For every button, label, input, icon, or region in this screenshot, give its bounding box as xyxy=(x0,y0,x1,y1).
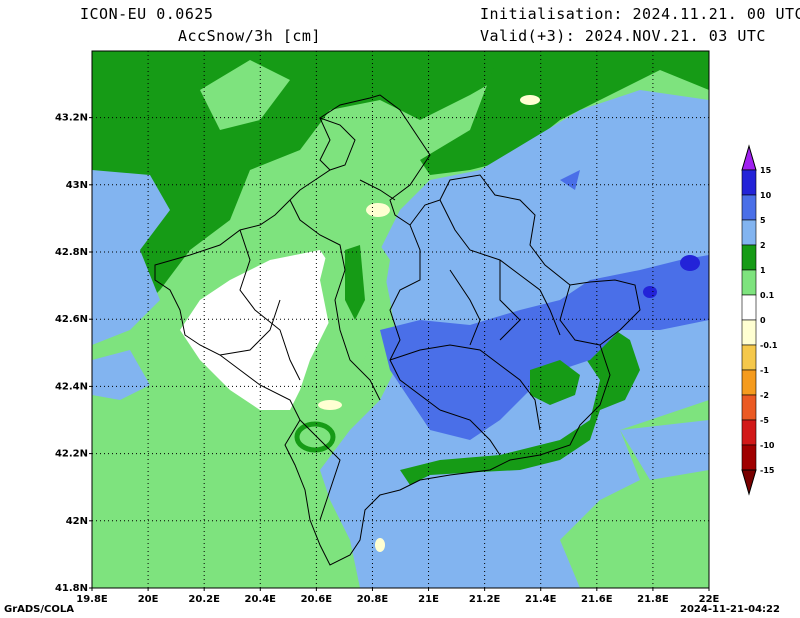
colorbar-label: -5 xyxy=(760,416,769,425)
field-dark-blue-spot-1 xyxy=(680,255,700,271)
colorbar-label: 0 xyxy=(760,316,766,325)
colorbar-segment xyxy=(741,394,757,421)
admin-borders xyxy=(154,94,641,566)
lat-label: 42.6N xyxy=(55,314,88,325)
colorbar-label: -2 xyxy=(760,391,769,400)
lon-label: 22E xyxy=(699,594,720,605)
field-dark-green-ne xyxy=(420,51,709,175)
colorbar-segment xyxy=(741,319,757,346)
border-11 xyxy=(299,419,341,521)
border-8 xyxy=(499,260,521,341)
field-green-south xyxy=(92,345,320,588)
field-dark-green-nw xyxy=(92,51,505,340)
lon-label: 21.2E xyxy=(469,594,501,605)
lon-label: 20.4E xyxy=(245,594,277,605)
colorbar-segment xyxy=(741,219,757,246)
colorbar-segment xyxy=(741,194,757,221)
valid-time: Valid(+3): 2024.NOV.21. 03 UTC xyxy=(480,27,766,45)
colorbar-label: 1 xyxy=(760,266,766,275)
lat-label: 42N xyxy=(66,516,88,527)
border-2 xyxy=(289,199,381,401)
lon-label: 20E xyxy=(138,594,159,605)
colorbar-segment xyxy=(741,169,757,196)
colorbar-label: -10 xyxy=(760,441,775,450)
border-6 xyxy=(439,409,501,456)
lat-label: 42.4N xyxy=(55,381,88,392)
colorbar-segment xyxy=(741,444,757,471)
snow-field xyxy=(92,51,709,588)
colorbar-segment xyxy=(741,294,757,321)
lat-label: 42.2N xyxy=(55,449,88,460)
lon-label: 21.6E xyxy=(581,594,613,605)
field-white-zero xyxy=(180,250,340,410)
border-9 xyxy=(319,117,331,171)
lon-label: 21E xyxy=(418,594,439,605)
lon-label: 21.8E xyxy=(637,594,669,605)
field-blue-se-strip xyxy=(620,420,709,480)
lon-label: 19.8E xyxy=(76,594,108,605)
colorbar-bottom-arrow xyxy=(741,469,757,496)
colorbar-label: 15 xyxy=(760,166,772,175)
colorbar-segment xyxy=(741,269,757,296)
lon-label: 20.8E xyxy=(357,594,389,605)
colorbar-segment xyxy=(741,419,757,446)
colorbar-segment xyxy=(741,369,757,396)
field-yellow-spot-1 xyxy=(366,203,390,217)
lon-label: 20.2E xyxy=(188,594,220,605)
colorbar: 15 10 5 2 1 0.1 0 -0.1 -1 -2 -5 -10 -15 xyxy=(741,144,778,496)
footer-left: GrADS/COLA xyxy=(4,604,74,615)
colorbar-top-arrow xyxy=(741,144,757,171)
border-7 xyxy=(449,269,481,346)
border-10 xyxy=(359,179,396,201)
colorbar-segment xyxy=(741,244,757,271)
border-5 xyxy=(389,344,541,431)
lat-label: 41.8N xyxy=(55,583,88,594)
colorbar-label: 5 xyxy=(760,216,766,225)
colorbar-label: -15 xyxy=(760,466,775,475)
field-title: AccSnow/3h [cm] xyxy=(178,27,321,45)
colorbar-label: 0.1 xyxy=(760,291,775,300)
border-1 xyxy=(239,229,301,381)
colorbar-label: 10 xyxy=(760,191,772,200)
init-time: Initialisation: 2024.11.21. 00 UTC xyxy=(480,5,800,23)
colorbar-label: 2 xyxy=(760,241,766,250)
lon-label: 20.6E xyxy=(301,594,333,605)
field-dark-green-band xyxy=(400,320,640,485)
field-blue-west xyxy=(92,170,170,345)
lat-label: 43N xyxy=(66,180,88,191)
colorbar-segment xyxy=(741,344,757,371)
lat-label: 43.2N xyxy=(55,113,88,124)
model-title: ICON-EU 0.0625 xyxy=(80,5,214,23)
field-dark-green-patch xyxy=(530,360,580,405)
field-ring xyxy=(294,421,336,453)
lon-axis: 19.8E 20E 20.2E 20.4E 20.6E 20.8E 21E 21.2E 21.4… xyxy=(76,588,720,605)
lat-axis: 43.2N 43N 42.8N 42.6N 42.4N 42.2N 42N 41.8N xyxy=(55,113,92,594)
colorbar-label: -0.1 xyxy=(760,341,778,350)
field-yellow-spot-4 xyxy=(318,400,342,410)
field-blue-spot xyxy=(560,170,580,190)
border-13 xyxy=(559,284,601,346)
field-dark-blue-spot-2 xyxy=(643,286,657,298)
grid-lines xyxy=(92,51,709,588)
colorbar-label: -1 xyxy=(760,366,769,375)
border-4 xyxy=(439,199,561,336)
field-blue-sw xyxy=(92,350,150,400)
field-yellow-spot-3 xyxy=(375,538,385,552)
field-medium-blue xyxy=(380,255,709,440)
field-yellow-spot-2 xyxy=(520,95,540,105)
border-12 xyxy=(219,299,281,356)
lon-label: 21.4E xyxy=(525,594,557,605)
lat-label: 42.8N xyxy=(55,247,88,258)
border-outer xyxy=(154,94,641,566)
field-green-patch-1 xyxy=(200,60,290,130)
border-3 xyxy=(389,224,441,411)
field-dark-green-corridor xyxy=(345,245,365,320)
footer-right: 2024-11-21-04:22 xyxy=(680,604,780,615)
